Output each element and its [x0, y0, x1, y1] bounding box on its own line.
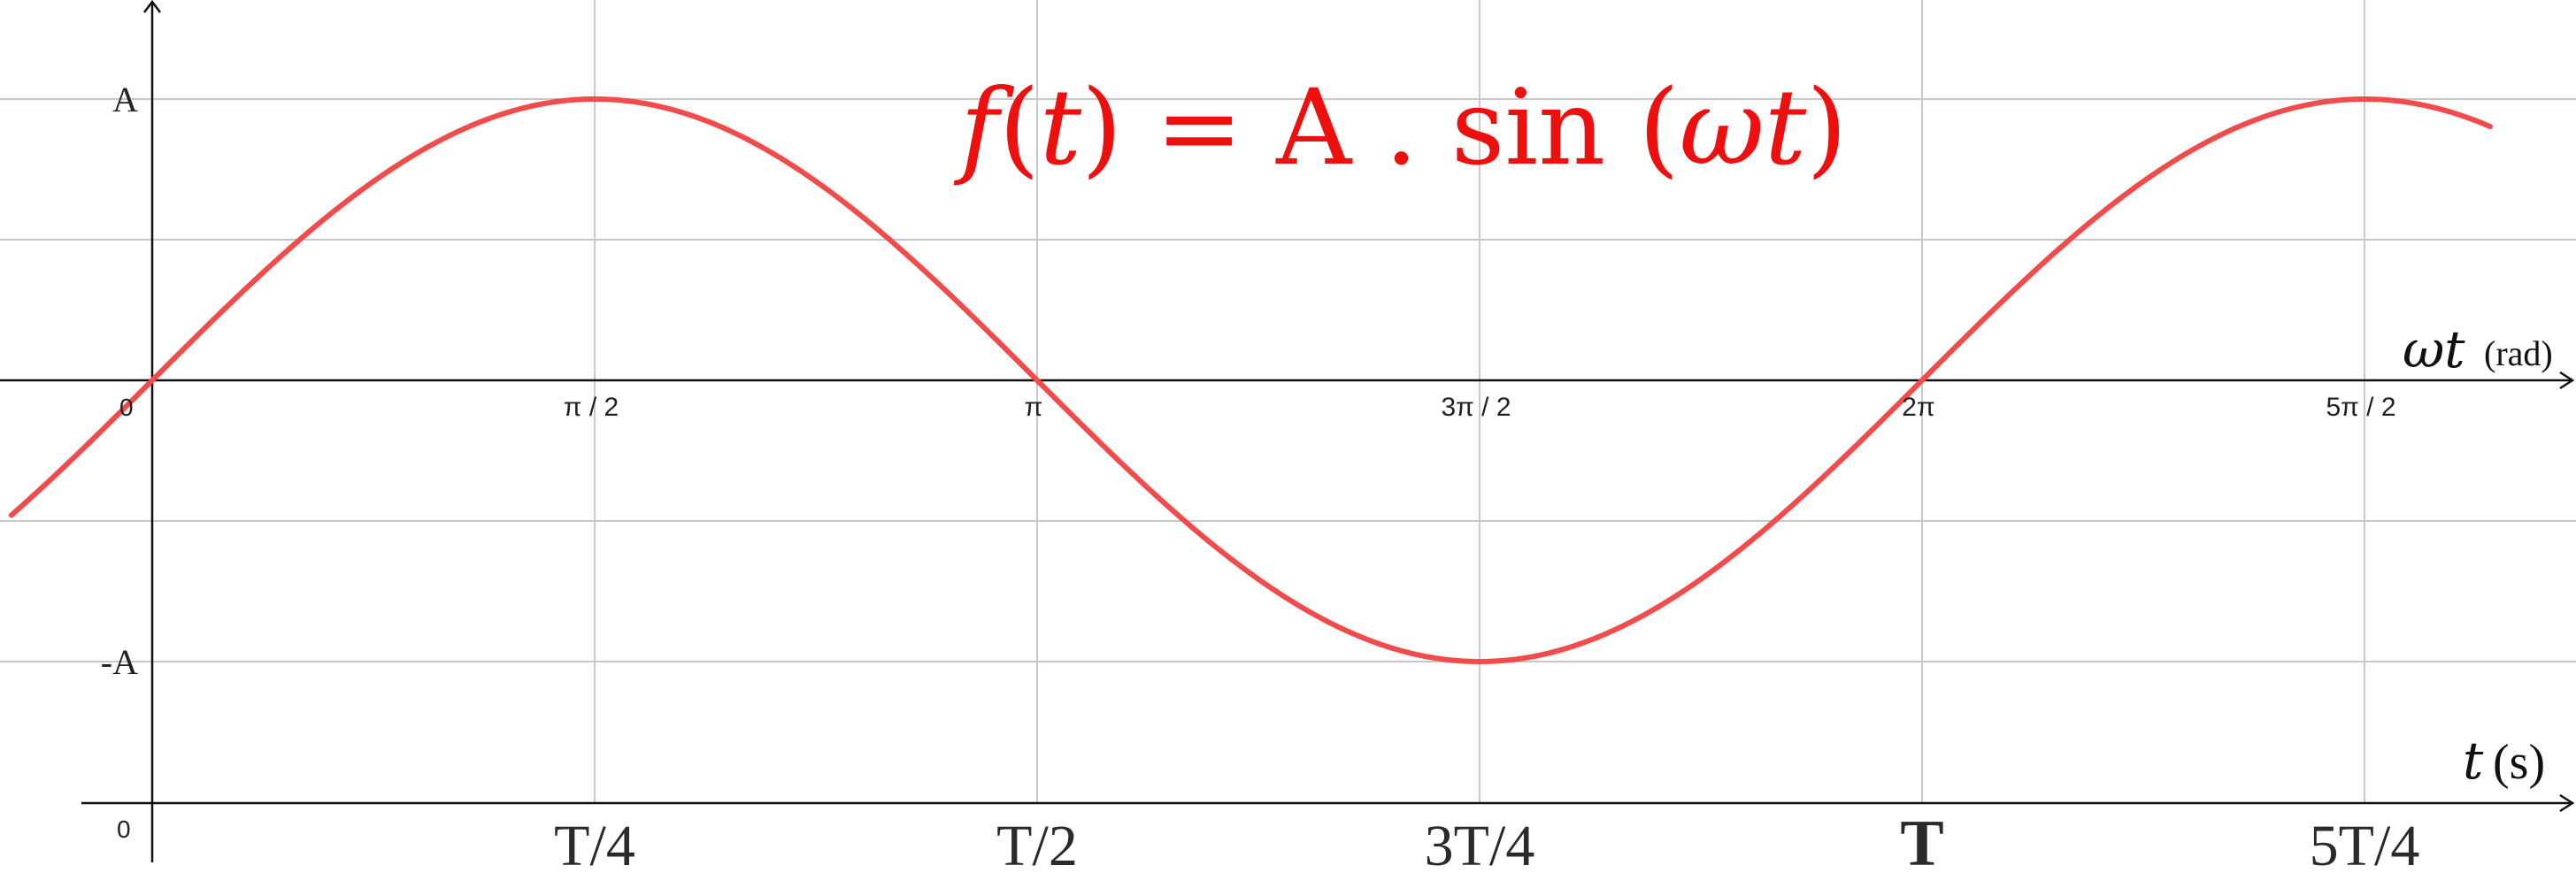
rad-tick-label: 3π / 2	[1441, 393, 1511, 422]
formula-close-paren: )	[1806, 66, 1847, 188]
time-axis-zero-label: 0	[117, 815, 131, 843]
time-axis-arrow	[2559, 793, 2575, 813]
rad-tick-label: 2π	[1902, 393, 1934, 422]
formula-omega-t: ωt	[1680, 66, 1807, 188]
rad-axis-zero-label: 0	[119, 394, 134, 421]
rad-axis-variable-label: ωt	[2403, 319, 2465, 379]
time-tick-label: T	[1900, 808, 1943, 880]
y-tick-label: A	[112, 80, 138, 119]
sine-curve	[8, 96, 2493, 664]
time-tick-label: T/2	[996, 814, 1078, 878]
rad-axis-arrow	[2559, 371, 2575, 390]
rad-axis-unit-label: (rad)	[2484, 333, 2553, 373]
grid	[0, 0, 2576, 803]
formula-t: t	[1040, 66, 1082, 188]
chart-title-formula: f(t) = A . sin (ωt)	[953, 66, 1847, 188]
formula-middle: ) = A . sin (	[1081, 66, 1680, 188]
axes	[0, 0, 2575, 862]
rad-tick-label: π / 2	[564, 393, 619, 422]
y-tick-label: -A	[101, 642, 138, 682]
rad-tick-label: 5π / 2	[2326, 393, 2395, 422]
rad-tick-label: π	[1025, 393, 1043, 422]
time-axis-unit-label: (s)	[2493, 735, 2545, 790]
formula-open-paren: (	[999, 66, 1040, 188]
time-axis-variable-label: t	[2463, 731, 2484, 791]
y-axis-arrow	[143, 0, 161, 13]
time-tick-label: 3T/4	[1425, 814, 1535, 878]
time-tick-label: T/4	[554, 814, 635, 878]
tick-labels: π / 2 π 3π / 2 2π 5π / 2 T/4 T/2 3T/4 T 5T/4 A -A	[101, 80, 2420, 880]
time-tick-label: 5T/4	[2310, 814, 2420, 878]
